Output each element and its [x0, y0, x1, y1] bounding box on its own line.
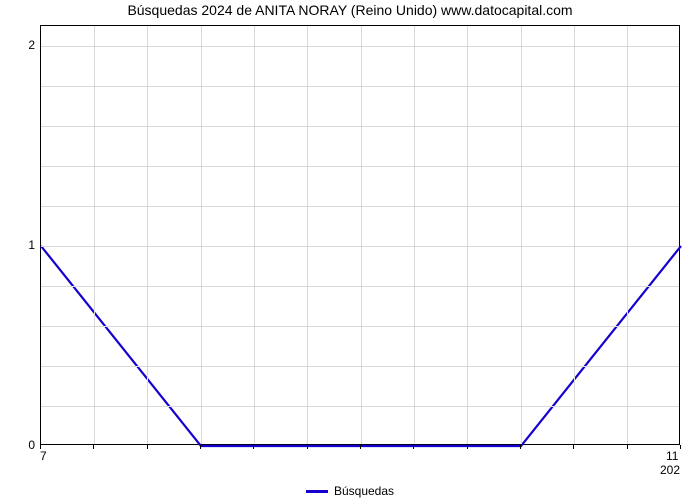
x-right-label-top: 11 — [666, 449, 678, 463]
grid-line-horizontal — [41, 46, 679, 47]
x-tick-mark — [307, 445, 308, 449]
grid-line-horizontal — [41, 326, 679, 327]
x-tick-mark — [40, 445, 41, 449]
grid-line-vertical — [414, 26, 415, 444]
grid-line-horizontal — [41, 246, 679, 247]
y-tick-label: 2 — [5, 38, 35, 52]
chart-container: Búsquedas 2024 de ANITA NORAY (Reino Uni… — [0, 0, 700, 500]
x-tick-mark — [93, 445, 94, 449]
grid-line-vertical — [307, 26, 308, 444]
legend: Búsquedas — [0, 484, 700, 498]
x-tick-mark — [573, 445, 574, 449]
grid-line-horizontal — [41, 286, 679, 287]
grid-line-vertical — [521, 26, 522, 444]
grid-line-horizontal — [41, 366, 679, 367]
grid-line-horizontal — [41, 126, 679, 127]
x-tick-mark — [413, 445, 414, 449]
grid-line-horizontal — [41, 406, 679, 407]
x-tick-mark — [680, 445, 681, 449]
grid-line-vertical — [94, 26, 95, 444]
grid-line-horizontal — [41, 206, 679, 207]
grid-line-horizontal — [41, 166, 679, 167]
grid-line-vertical — [627, 26, 628, 444]
grid-line-vertical — [254, 26, 255, 444]
x-tick-mark — [520, 445, 521, 449]
legend-label: Búsquedas — [334, 484, 394, 498]
y-tick-label: 0 — [5, 438, 35, 452]
x-left-label: 7 — [40, 449, 47, 463]
x-tick-mark — [627, 445, 628, 449]
grid-line-vertical — [201, 26, 202, 444]
chart-title: Búsquedas 2024 de ANITA NORAY (Reino Uni… — [0, 2, 700, 18]
x-tick-mark — [200, 445, 201, 449]
grid-line-horizontal — [41, 86, 679, 87]
x-tick-mark — [253, 445, 254, 449]
x-tick-mark — [147, 445, 148, 449]
x-right-label-bottom: 202 — [660, 463, 680, 477]
grid-line-vertical — [361, 26, 362, 444]
x-tick-mark — [467, 445, 468, 449]
grid-line-vertical — [467, 26, 468, 444]
x-tick-mark — [360, 445, 361, 449]
grid-line-vertical — [147, 26, 148, 444]
grid-line-vertical — [574, 26, 575, 444]
legend-swatch — [306, 490, 328, 493]
y-tick-label: 1 — [5, 238, 35, 252]
plot-area — [40, 25, 680, 445]
